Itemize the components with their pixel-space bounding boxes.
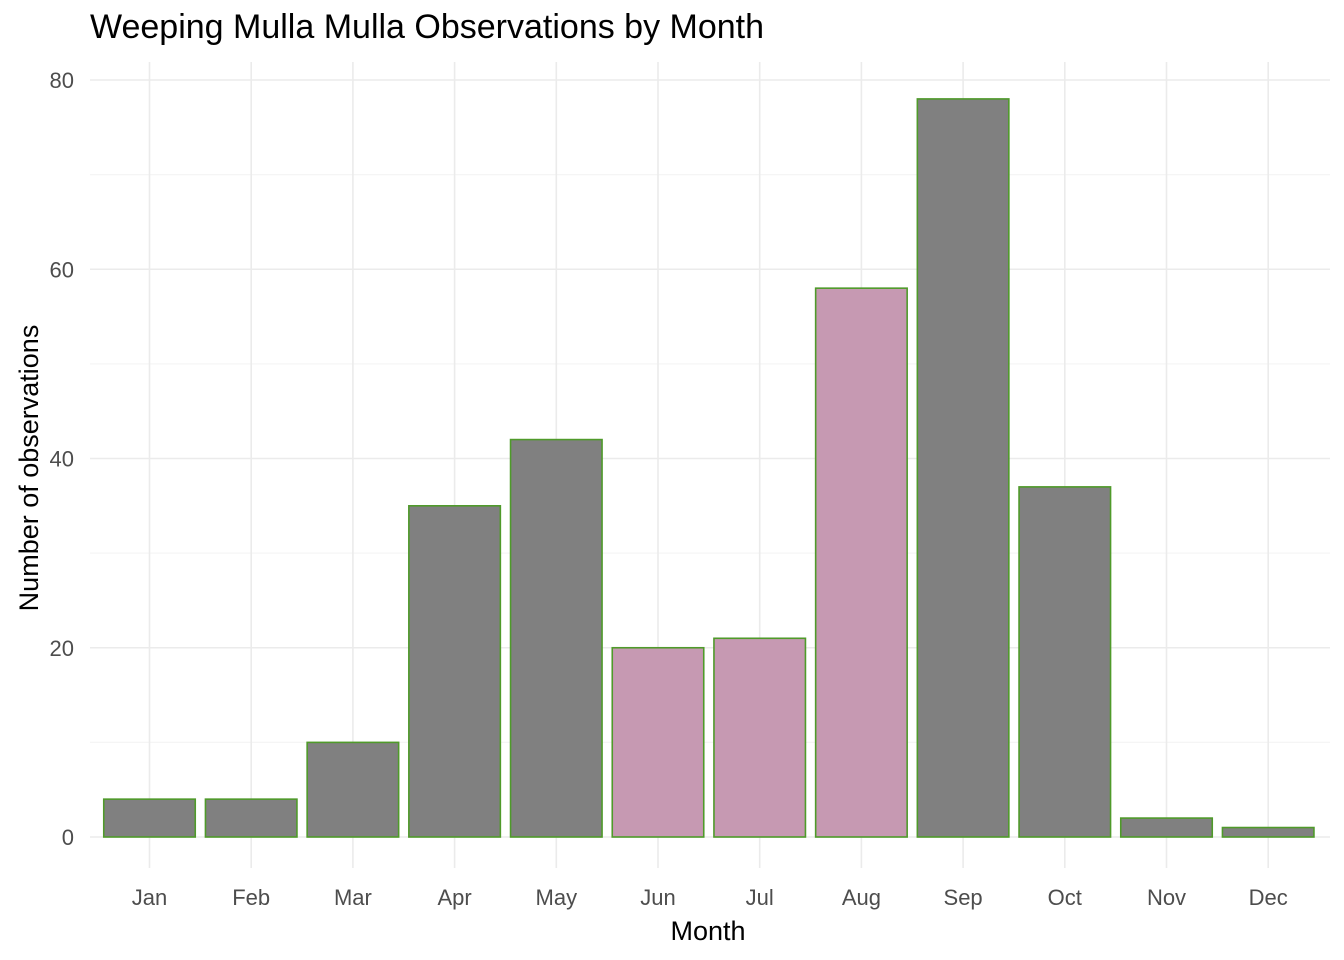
bar-may xyxy=(509,438,603,838)
x-tick-label: Dec xyxy=(1249,885,1288,910)
bar-apr xyxy=(408,505,502,838)
x-axis-title: Month xyxy=(670,916,745,946)
bar-oct xyxy=(1018,486,1112,838)
y-axis-title: Number of observations xyxy=(14,325,44,612)
bar-jan xyxy=(102,798,197,838)
x-axis-ticks: Jan Feb Mar Apr May Jun Jul Aug Sep Oct Nov Dec xyxy=(132,885,1288,910)
bar-aug xyxy=(814,287,908,838)
x-tick-label: Aug xyxy=(842,885,881,910)
y-tick-label: 0 xyxy=(62,825,74,850)
y-axis-ticks: 0 20 40 60 80 xyxy=(50,68,74,850)
bar-mar xyxy=(306,741,400,838)
x-tick-label: Oct xyxy=(1048,885,1082,910)
x-tick-label: May xyxy=(536,885,578,910)
bar-feb xyxy=(204,798,298,838)
bar-sep xyxy=(916,98,1010,838)
x-tick-label: Jan xyxy=(132,885,167,910)
grid-lines xyxy=(90,62,1330,868)
x-tick-label: Apr xyxy=(437,885,471,910)
chart-title: Weeping Mulla Mulla Observations by Mont… xyxy=(90,8,765,46)
x-tick-label: Sep xyxy=(944,885,983,910)
bar-dec xyxy=(1221,826,1315,838)
y-tick-label: 40 xyxy=(50,447,74,472)
y-tick-label: 60 xyxy=(50,257,74,282)
bar-jul xyxy=(713,637,807,838)
bar-jun xyxy=(611,646,705,838)
x-tick-label: Nov xyxy=(1147,885,1186,910)
y-tick-label: 80 xyxy=(50,68,74,93)
x-tick-label: Feb xyxy=(232,885,270,910)
bar-nov xyxy=(1119,817,1214,838)
x-tick-label: Jun xyxy=(640,885,675,910)
x-tick-label: Mar xyxy=(334,885,372,910)
x-tick-label: Jul xyxy=(746,885,774,910)
y-tick-label: 20 xyxy=(50,636,74,661)
bars xyxy=(102,98,1315,838)
